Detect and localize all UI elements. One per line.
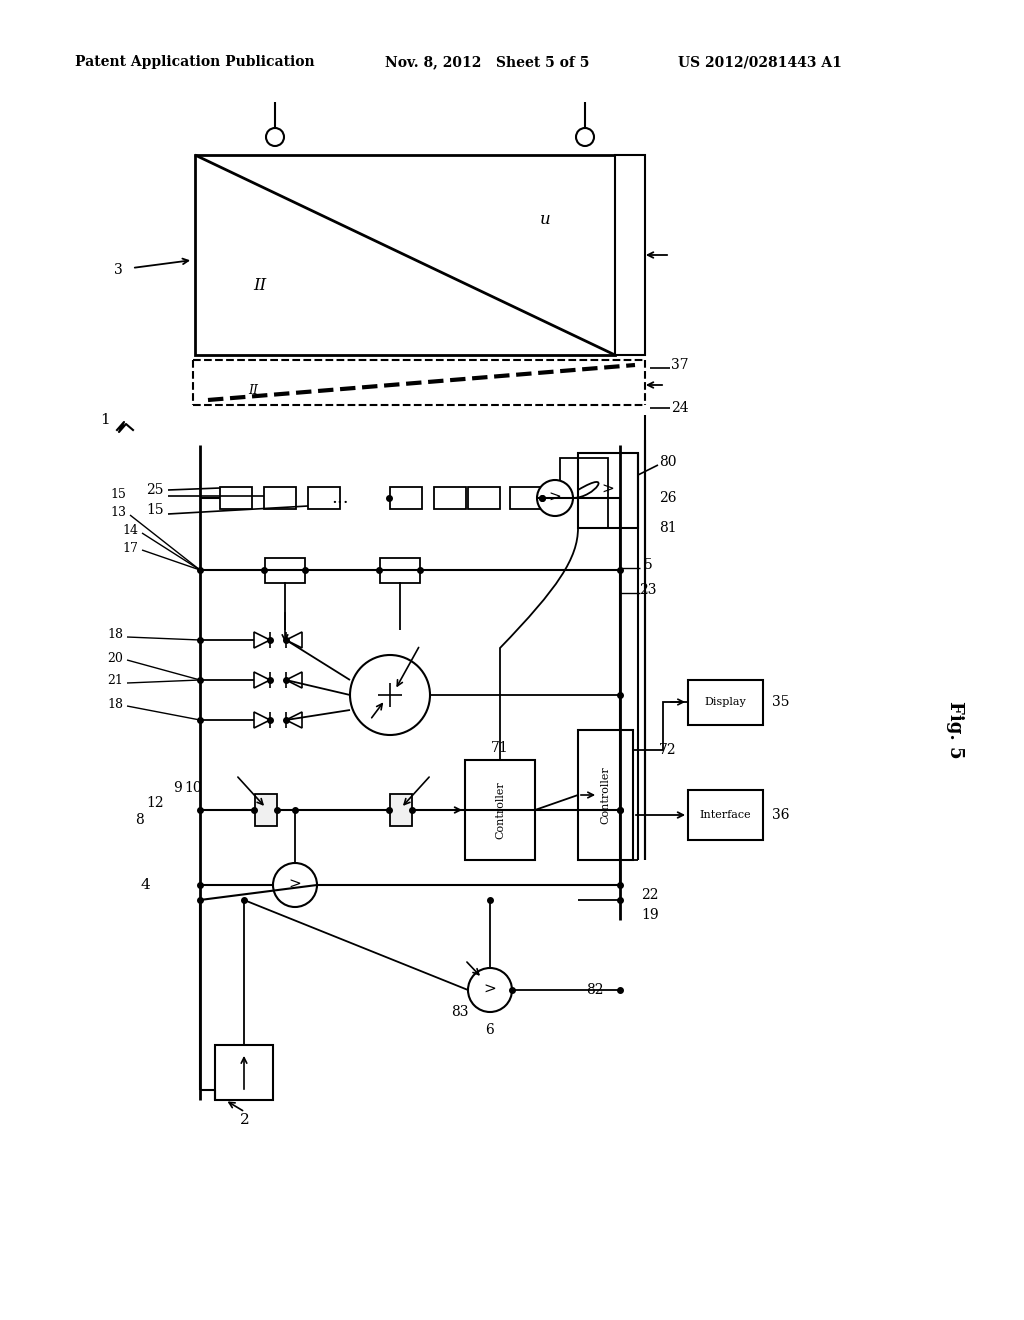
Text: >: >	[289, 878, 301, 892]
Text: 4: 4	[140, 878, 150, 892]
Polygon shape	[286, 711, 302, 729]
Text: 15: 15	[146, 503, 164, 517]
Text: 9: 9	[174, 781, 182, 795]
Bar	[265, 558, 305, 583]
Text: 6: 6	[485, 1023, 495, 1038]
Bar	[578, 730, 633, 861]
Text: Display: Display	[705, 697, 745, 708]
Text: 21: 21	[108, 673, 123, 686]
Text: 83: 83	[452, 1005, 469, 1019]
Text: 17: 17	[122, 541, 138, 554]
Text: 19: 19	[641, 908, 658, 921]
Bar	[390, 795, 412, 826]
Text: II: II	[248, 384, 258, 396]
Text: 5: 5	[644, 558, 652, 572]
Bar	[468, 487, 500, 510]
Text: 36: 36	[772, 808, 790, 822]
Text: Nov. 8, 2012   Sheet 5 of 5: Nov. 8, 2012 Sheet 5 of 5	[385, 55, 589, 69]
Bar	[195, 154, 615, 355]
Text: u: u	[540, 211, 550, 228]
Bar	[465, 760, 535, 861]
Bar	[380, 558, 420, 583]
Text: 3: 3	[114, 263, 123, 277]
Text: 71: 71	[492, 741, 509, 755]
Text: >: >	[602, 483, 614, 498]
Text: 15: 15	[110, 487, 126, 500]
Bar	[578, 453, 638, 528]
Polygon shape	[254, 711, 270, 729]
Text: 37: 37	[671, 358, 689, 372]
Circle shape	[468, 968, 512, 1012]
Text: 2: 2	[240, 1113, 250, 1127]
Bar	[220, 487, 252, 510]
Text: 81: 81	[659, 521, 677, 535]
Bar	[255, 795, 278, 826]
Text: 26: 26	[659, 491, 677, 506]
Text: Controller: Controller	[600, 766, 610, 824]
Text: 18: 18	[106, 697, 123, 710]
Text: 8: 8	[135, 813, 144, 828]
Text: II: II	[253, 276, 266, 293]
Text: 35: 35	[772, 696, 790, 709]
Text: Interface: Interface	[699, 810, 751, 820]
Text: 10: 10	[184, 781, 202, 795]
Text: Controller: Controller	[495, 781, 505, 840]
Text: 14: 14	[122, 524, 138, 536]
Bar	[434, 487, 466, 510]
Polygon shape	[254, 672, 270, 688]
Bar	[688, 680, 763, 725]
Bar	[264, 487, 296, 510]
Text: >: >	[549, 491, 561, 506]
Bar	[688, 789, 763, 840]
Polygon shape	[286, 632, 302, 648]
Text: 72: 72	[659, 743, 677, 756]
Polygon shape	[254, 632, 270, 648]
Text: US 2012/0281443 A1: US 2012/0281443 A1	[678, 55, 842, 69]
Text: 82: 82	[587, 983, 604, 997]
Text: ...: ...	[331, 488, 349, 507]
Circle shape	[350, 655, 430, 735]
Bar	[510, 487, 542, 510]
Polygon shape	[286, 672, 302, 688]
Text: Fig. 5: Fig. 5	[946, 701, 964, 759]
Text: 24: 24	[671, 401, 689, 414]
Text: Patent Application Publication: Patent Application Publication	[75, 55, 314, 69]
Text: 1: 1	[100, 413, 110, 426]
Circle shape	[575, 128, 594, 147]
Circle shape	[537, 480, 573, 516]
Text: >: >	[483, 983, 497, 997]
Bar	[215, 1045, 273, 1100]
Circle shape	[266, 128, 284, 147]
Bar	[615, 154, 645, 355]
Text: 18: 18	[106, 628, 123, 642]
Bar	[308, 487, 340, 510]
Text: 23: 23	[639, 583, 656, 597]
Text: 25: 25	[146, 483, 164, 498]
Bar	[390, 487, 422, 510]
Circle shape	[273, 863, 317, 907]
Text: 80: 80	[659, 455, 677, 469]
Text: 13: 13	[110, 506, 126, 519]
Text: 22: 22	[641, 888, 658, 902]
Text: 20: 20	[108, 652, 123, 664]
Text: 12: 12	[146, 796, 164, 810]
